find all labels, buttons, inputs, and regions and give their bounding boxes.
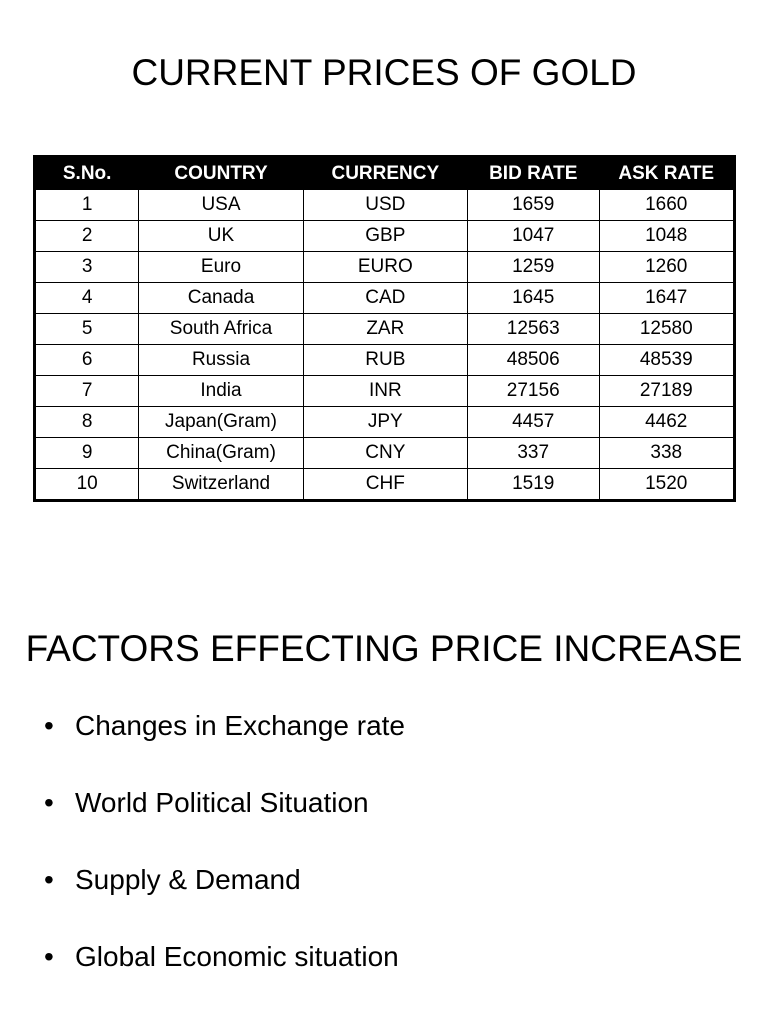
cell-sno: 1 (33, 189, 140, 221)
cell-bid-rate: 1659 (466, 189, 600, 221)
factor-text: Supply & Demand (75, 864, 301, 895)
cell-ask-rate: 1520 (598, 468, 735, 501)
header-ask-rate: ASK RATE (598, 156, 735, 190)
factor-text: Changes in Exchange rate (75, 710, 405, 741)
cell-country: Switzerland (138, 468, 304, 501)
table-row: 7 India INR 27156 27189 (33, 375, 735, 407)
cell-currency: EURO (302, 251, 468, 283)
bullet-icon: • (44, 941, 54, 972)
cell-sno: 8 (33, 406, 140, 438)
table-row: 2 UK GBP 1047 1048 (33, 220, 735, 252)
gold-prices-table: S.No. COUNTRY CURRENCY BID RATE ASK RATE… (33, 155, 736, 502)
cell-bid-rate: 1519 (466, 468, 600, 501)
factors-list: • Changes in Exchange rate • World Polit… (40, 706, 405, 1014)
cell-currency: CAD (302, 282, 468, 314)
bullet-icon: • (44, 710, 54, 741)
list-item: • World Political Situation (40, 783, 405, 860)
cell-bid-rate: 12563 (466, 313, 600, 345)
list-item: • Supply & Demand (40, 860, 405, 937)
cell-bid-rate: 1259 (466, 251, 600, 283)
cell-ask-rate: 1048 (598, 220, 735, 252)
cell-ask-rate: 48539 (598, 344, 735, 376)
cell-currency: JPY (302, 406, 468, 438)
cell-bid-rate: 1047 (466, 220, 600, 252)
cell-country: India (138, 375, 304, 407)
cell-sno: 9 (33, 437, 140, 469)
table-row: 4 Canada CAD 1645 1647 (33, 282, 735, 314)
table-row: 8 Japan(Gram) JPY 4457 4462 (33, 406, 735, 438)
cell-bid-rate: 4457 (466, 406, 600, 438)
cell-ask-rate: 1647 (598, 282, 735, 314)
table-header-row: S.No. COUNTRY CURRENCY BID RATE ASK RATE (33, 156, 735, 190)
table-row: 3 Euro EURO 1259 1260 (33, 251, 735, 283)
factor-text: Global Economic situation (75, 941, 399, 972)
table-row: 5 South Africa ZAR 12563 12580 (33, 313, 735, 345)
cell-currency: RUB (302, 344, 468, 376)
header-country: COUNTRY (138, 156, 304, 190)
cell-country: USA (138, 189, 304, 221)
table-row: 1 USA USD 1659 1660 (33, 189, 735, 221)
cell-currency: INR (302, 375, 468, 407)
header-currency: CURRENCY (302, 156, 468, 190)
cell-currency: USD (302, 189, 468, 221)
cell-ask-rate: 1660 (598, 189, 735, 221)
list-item: • Global Economic situation (40, 937, 405, 1014)
cell-country: Japan(Gram) (138, 406, 304, 438)
cell-sno: 5 (33, 313, 140, 345)
cell-sno: 6 (33, 344, 140, 376)
cell-sno: 2 (33, 220, 140, 252)
table-row: 10 Switzerland CHF 1519 1520 (33, 468, 735, 501)
cell-currency: ZAR (302, 313, 468, 345)
table-row: 9 China(Gram) CNY 337 338 (33, 437, 735, 469)
cell-sno: 3 (33, 251, 140, 283)
list-item: • Changes in Exchange rate (40, 706, 405, 783)
page-title: CURRENT PRICES OF GOLD (131, 52, 637, 93)
factor-text: World Political Situation (75, 787, 369, 818)
cell-country: China(Gram) (138, 437, 304, 469)
factors-title: FACTORS EFFECTING PRICE INCREASE (25, 628, 743, 669)
bullet-icon: • (44, 864, 54, 895)
cell-country: South Africa (138, 313, 304, 345)
cell-ask-rate: 338 (598, 437, 735, 469)
cell-country: Canada (138, 282, 304, 314)
cell-bid-rate: 48506 (466, 344, 600, 376)
table-row: 6 Russia RUB 48506 48539 (33, 344, 735, 376)
cell-currency: CNY (302, 437, 468, 469)
bullet-icon: • (44, 787, 54, 818)
header-bid-rate: BID RATE (466, 156, 600, 190)
cell-ask-rate: 4462 (598, 406, 735, 438)
cell-sno: 7 (33, 375, 140, 407)
cell-ask-rate: 27189 (598, 375, 735, 407)
cell-bid-rate: 1645 (466, 282, 600, 314)
cell-country: UK (138, 220, 304, 252)
cell-currency: CHF (302, 468, 468, 501)
header-sno: S.No. (33, 156, 140, 190)
cell-country: Russia (138, 344, 304, 376)
cell-country: Euro (138, 251, 304, 283)
cell-ask-rate: 1260 (598, 251, 735, 283)
cell-bid-rate: 337 (466, 437, 600, 469)
cell-sno: 4 (33, 282, 140, 314)
cell-sno: 10 (33, 468, 140, 501)
cell-ask-rate: 12580 (598, 313, 735, 345)
cell-currency: GBP (302, 220, 468, 252)
cell-bid-rate: 27156 (466, 375, 600, 407)
